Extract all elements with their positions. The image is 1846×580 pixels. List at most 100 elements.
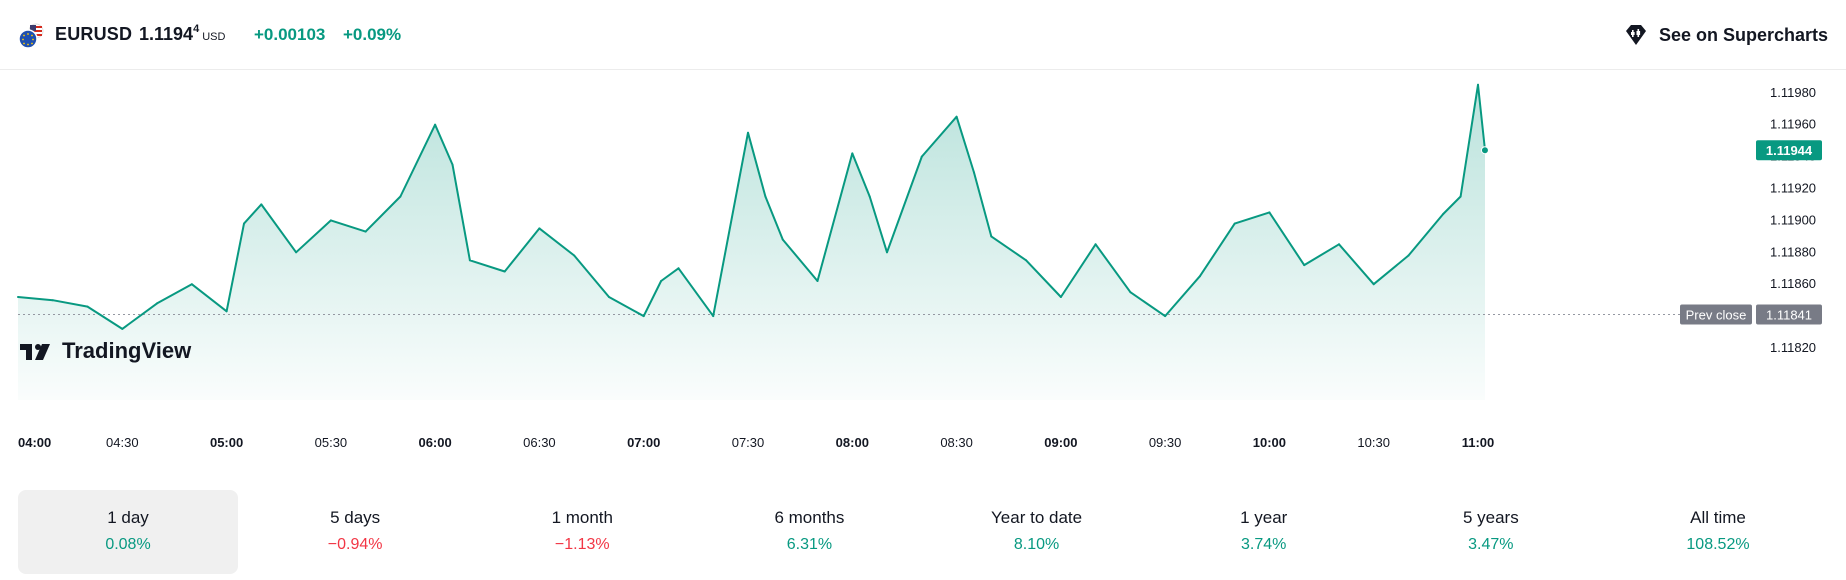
price-change-percent: +0.09%: [343, 25, 402, 44]
area-path: [18, 84, 1485, 401]
data-point: [1025, 259, 1028, 262]
period-label: 5 days: [330, 508, 381, 527]
period-label: All time: [1690, 508, 1746, 527]
period-label: 6 months: [774, 508, 845, 527]
period-change: −0.94%: [327, 536, 383, 553]
data-point: [677, 267, 680, 270]
data-point: [573, 254, 576, 257]
y-tick-label: 1.11820: [1770, 340, 1816, 355]
period-label: 1 month: [551, 508, 613, 527]
data-point: [920, 155, 923, 158]
period-change: 0.08%: [105, 536, 151, 553]
supercharts-icon: [1625, 25, 1646, 45]
last-price-marker: 1.11944: [1480, 140, 1822, 161]
tradingview-watermark: TradingView: [20, 338, 192, 363]
data-point: [1338, 243, 1340, 246]
period-tab[interactable]: 5 days −0.94%: [245, 490, 465, 574]
data-point: [190, 283, 193, 286]
data-point: [1164, 315, 1167, 318]
data-point: [1442, 213, 1445, 215]
data-point: [1372, 283, 1375, 286]
prev-close-label: Prev close: [1686, 308, 1747, 323]
period-tab[interactable]: Year to date 8.10%: [927, 490, 1147, 574]
data-point: [660, 280, 663, 282]
period-change: −1.13%: [554, 536, 610, 553]
data-point: [764, 195, 767, 198]
x-tick-label: 10:30: [1357, 435, 1390, 450]
price-chart[interactable]: 1.118201.118401.118601.118801.119001.119…: [0, 70, 1846, 470]
y-tick-label: 1.11900: [1770, 212, 1816, 227]
data-point: [1198, 275, 1201, 278]
last-price-fraction: 4: [193, 23, 200, 35]
period-tab[interactable]: 5 years 3.47%: [1381, 490, 1601, 574]
data-point: [990, 235, 993, 238]
period-change: 108.52%: [1686, 536, 1750, 553]
symbol-header: EURUSD 1.11944USD +0.00103 +0.09% See on…: [0, 0, 1846, 70]
prev-close-label-bg: [1680, 304, 1752, 325]
period-tab[interactable]: 6 months 6.31%: [699, 490, 919, 574]
x-tick-label: 04:30: [106, 435, 139, 450]
x-axis: 04:00 04:30 05:00 05:30 06:00 06:30 07:00 07:30…: [18, 435, 1494, 450]
period-change: 8.10%: [1013, 536, 1060, 553]
period-tab[interactable]: 1 month −1.13%: [472, 490, 692, 574]
period-tab[interactable]: 1 day 0.08%: [18, 490, 238, 574]
data-point: [973, 171, 975, 174]
data-point: [399, 195, 402, 198]
data-point: [781, 238, 784, 241]
period-label: 5 years: [1462, 508, 1519, 527]
data-point: [868, 195, 871, 198]
prev-close-value-bg: [1756, 304, 1822, 325]
symbol-name[interactable]: EURUSD: [55, 24, 133, 44]
data-point: [17, 296, 19, 298]
x-tick-label: 08:00: [836, 435, 869, 450]
data-point: [642, 315, 645, 318]
see-on-supercharts-button[interactable]: See on Supercharts: [1623, 20, 1828, 50]
data-point: [816, 280, 819, 282]
last-price-main: 1.1194: [139, 24, 194, 44]
data-point: [434, 123, 437, 126]
period-label: 1 day: [107, 508, 149, 527]
x-tick-label: 06:00: [418, 435, 451, 450]
data-point: [1233, 222, 1236, 225]
period-label: 1 year: [1240, 508, 1288, 527]
data-point: [364, 230, 367, 233]
data-point: [1303, 264, 1306, 267]
data-point: [121, 327, 124, 330]
x-tick-label: 06:30: [523, 435, 556, 450]
x-tick-label: 09:30: [1149, 435, 1182, 450]
data-point: [156, 302, 158, 305]
period-selector: 1 day 0.08% 5 days −0.94% 1 month −1.13% 6 mon…: [18, 490, 1828, 574]
x-tick-label: 11:00: [1462, 435, 1495, 450]
period-change: 3.47%: [1468, 536, 1514, 553]
x-tick-label: 07:00: [627, 435, 660, 450]
data-point: [1407, 254, 1410, 257]
x-tick-label: 07:30: [732, 435, 765, 450]
y-tick-label: 1.11980: [1770, 85, 1816, 100]
data-point: [712, 315, 715, 318]
last-price-dot: [1480, 146, 1489, 155]
y-tick-label: 1.11860: [1770, 276, 1816, 291]
period-tab[interactable]: All time 108.52%: [1608, 490, 1828, 574]
data-point: [86, 305, 89, 308]
data-point: [468, 259, 471, 262]
tradingview-logo-icon: [20, 344, 50, 360]
x-tick-label: 04:00: [18, 435, 51, 450]
data-point: [295, 251, 298, 254]
data-point: [886, 251, 888, 254]
period-change: 6.31%: [786, 536, 833, 553]
x-tick-label: 08:30: [940, 435, 973, 450]
data-point: [243, 222, 245, 225]
x-tick-label: 10:00: [1253, 435, 1286, 450]
data-point: [1477, 83, 1479, 86]
data-point: [329, 219, 332, 222]
last-price-label-bg: [1756, 140, 1822, 161]
watermark-text: TradingView: [62, 338, 192, 363]
x-tick-label: 05:30: [315, 435, 348, 450]
data-point: [538, 227, 541, 230]
data-point: [503, 270, 506, 273]
period-tab[interactable]: 1 year 3.74%: [1154, 490, 1374, 574]
data-point: [1059, 296, 1062, 298]
data-point: [225, 310, 228, 313]
last-price: 1.11944USD: [139, 23, 225, 45]
price-points: [17, 83, 1486, 330]
